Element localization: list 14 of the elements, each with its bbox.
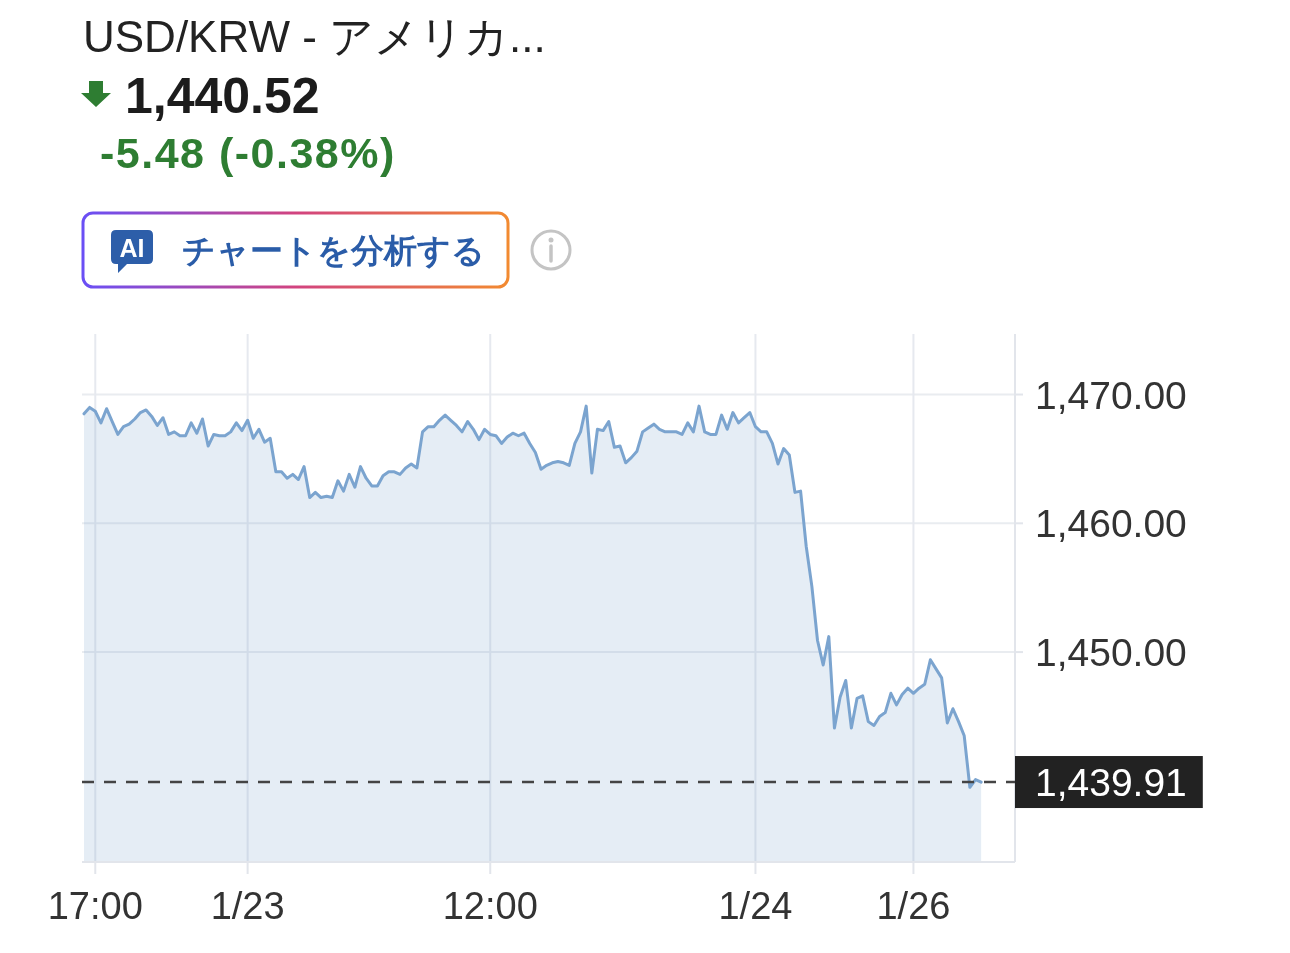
y-tick-label: 1,470.00 (1035, 373, 1187, 417)
x-tick-label: 1/24 (718, 885, 793, 927)
ref-line-label: 1,439.91 (1035, 761, 1187, 805)
y-tick-label: 1,450.00 (1035, 631, 1187, 675)
subtitle: 1,440.52 (125, 68, 320, 124)
x-tick-label: 17:00 (47, 885, 143, 927)
y-tick-label: 1,460.00 (1035, 502, 1187, 546)
x-tick-label: 1/23 (210, 885, 285, 927)
title: USD/KRW - アメリカ... (83, 12, 546, 61)
x-tick-label: 1/26 (876, 885, 951, 927)
button-text: チャートを分析する (182, 232, 485, 269)
badge-text: AI (119, 234, 145, 262)
x-tick-label: 12:00 (442, 885, 538, 927)
change: -5.48 (-0.38%) (100, 129, 396, 177)
